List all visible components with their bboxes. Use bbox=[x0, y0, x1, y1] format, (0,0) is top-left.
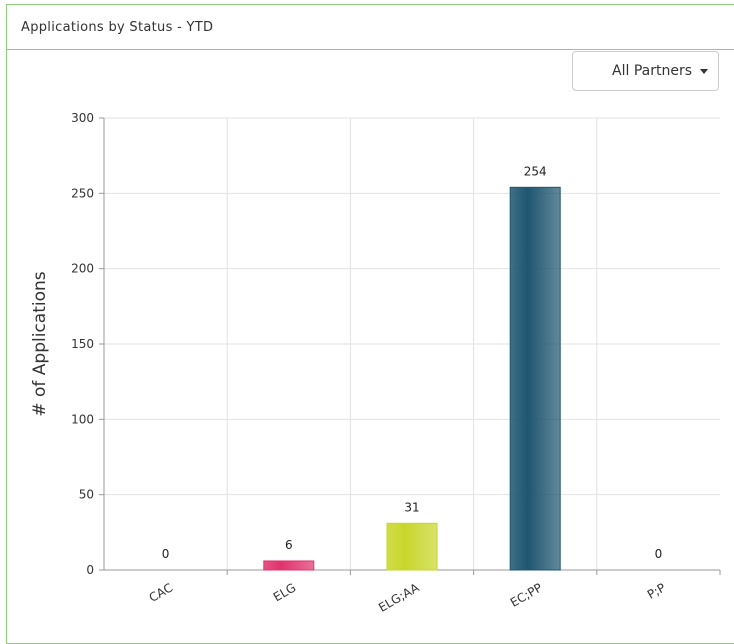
y-tick-label: 150 bbox=[71, 337, 94, 351]
y-tick-label: 50 bbox=[79, 488, 94, 502]
category-label: ELG;AA bbox=[376, 580, 422, 615]
partner-filter-value: All Partners bbox=[612, 63, 692, 79]
bar-ec-pp bbox=[509, 186, 561, 571]
category-label: CAC bbox=[147, 580, 175, 605]
bar-elg bbox=[263, 560, 315, 571]
y-tick-label: 200 bbox=[71, 262, 94, 276]
y-tick-label: 300 bbox=[71, 111, 94, 125]
value-label-bg bbox=[396, 496, 428, 517]
value-label-bg bbox=[519, 160, 552, 181]
bar-elg-aa bbox=[386, 522, 438, 571]
y-tick-label: 250 bbox=[71, 186, 94, 200]
category-label: ELG bbox=[271, 580, 298, 604]
value-label: 254 bbox=[524, 164, 547, 178]
value-label-bg bbox=[272, 533, 305, 554]
partner-filter-dropdown[interactable]: All Partners bbox=[572, 51, 719, 91]
value-label-bg bbox=[642, 543, 675, 563]
chart-panel: Applications by Status - YTD bbox=[6, 4, 734, 644]
chevron-down-icon bbox=[700, 68, 708, 74]
category-label: EC;PP bbox=[508, 580, 545, 609]
value-label: 31 bbox=[404, 500, 419, 514]
y-tick-label: 100 bbox=[71, 412, 94, 426]
y-axis-label: # of Applications bbox=[30, 271, 50, 416]
value-label: 0 bbox=[162, 547, 170, 561]
value-label: 6 bbox=[285, 538, 293, 552]
panel-title: Applications by Status - YTD bbox=[7, 5, 734, 50]
value-label-bg bbox=[149, 543, 182, 563]
value-label: 0 bbox=[655, 547, 663, 561]
y-tick-label: 0 bbox=[86, 563, 94, 577]
category-label: P;P bbox=[645, 580, 668, 601]
